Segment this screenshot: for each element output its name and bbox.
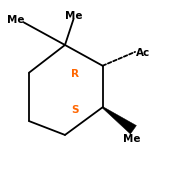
- Polygon shape: [102, 107, 136, 134]
- Text: S: S: [71, 105, 78, 115]
- Text: Me: Me: [7, 15, 24, 25]
- Text: R: R: [71, 69, 79, 79]
- Text: Ac: Ac: [136, 48, 150, 58]
- Text: Me: Me: [65, 11, 82, 21]
- Text: Me: Me: [123, 134, 141, 144]
